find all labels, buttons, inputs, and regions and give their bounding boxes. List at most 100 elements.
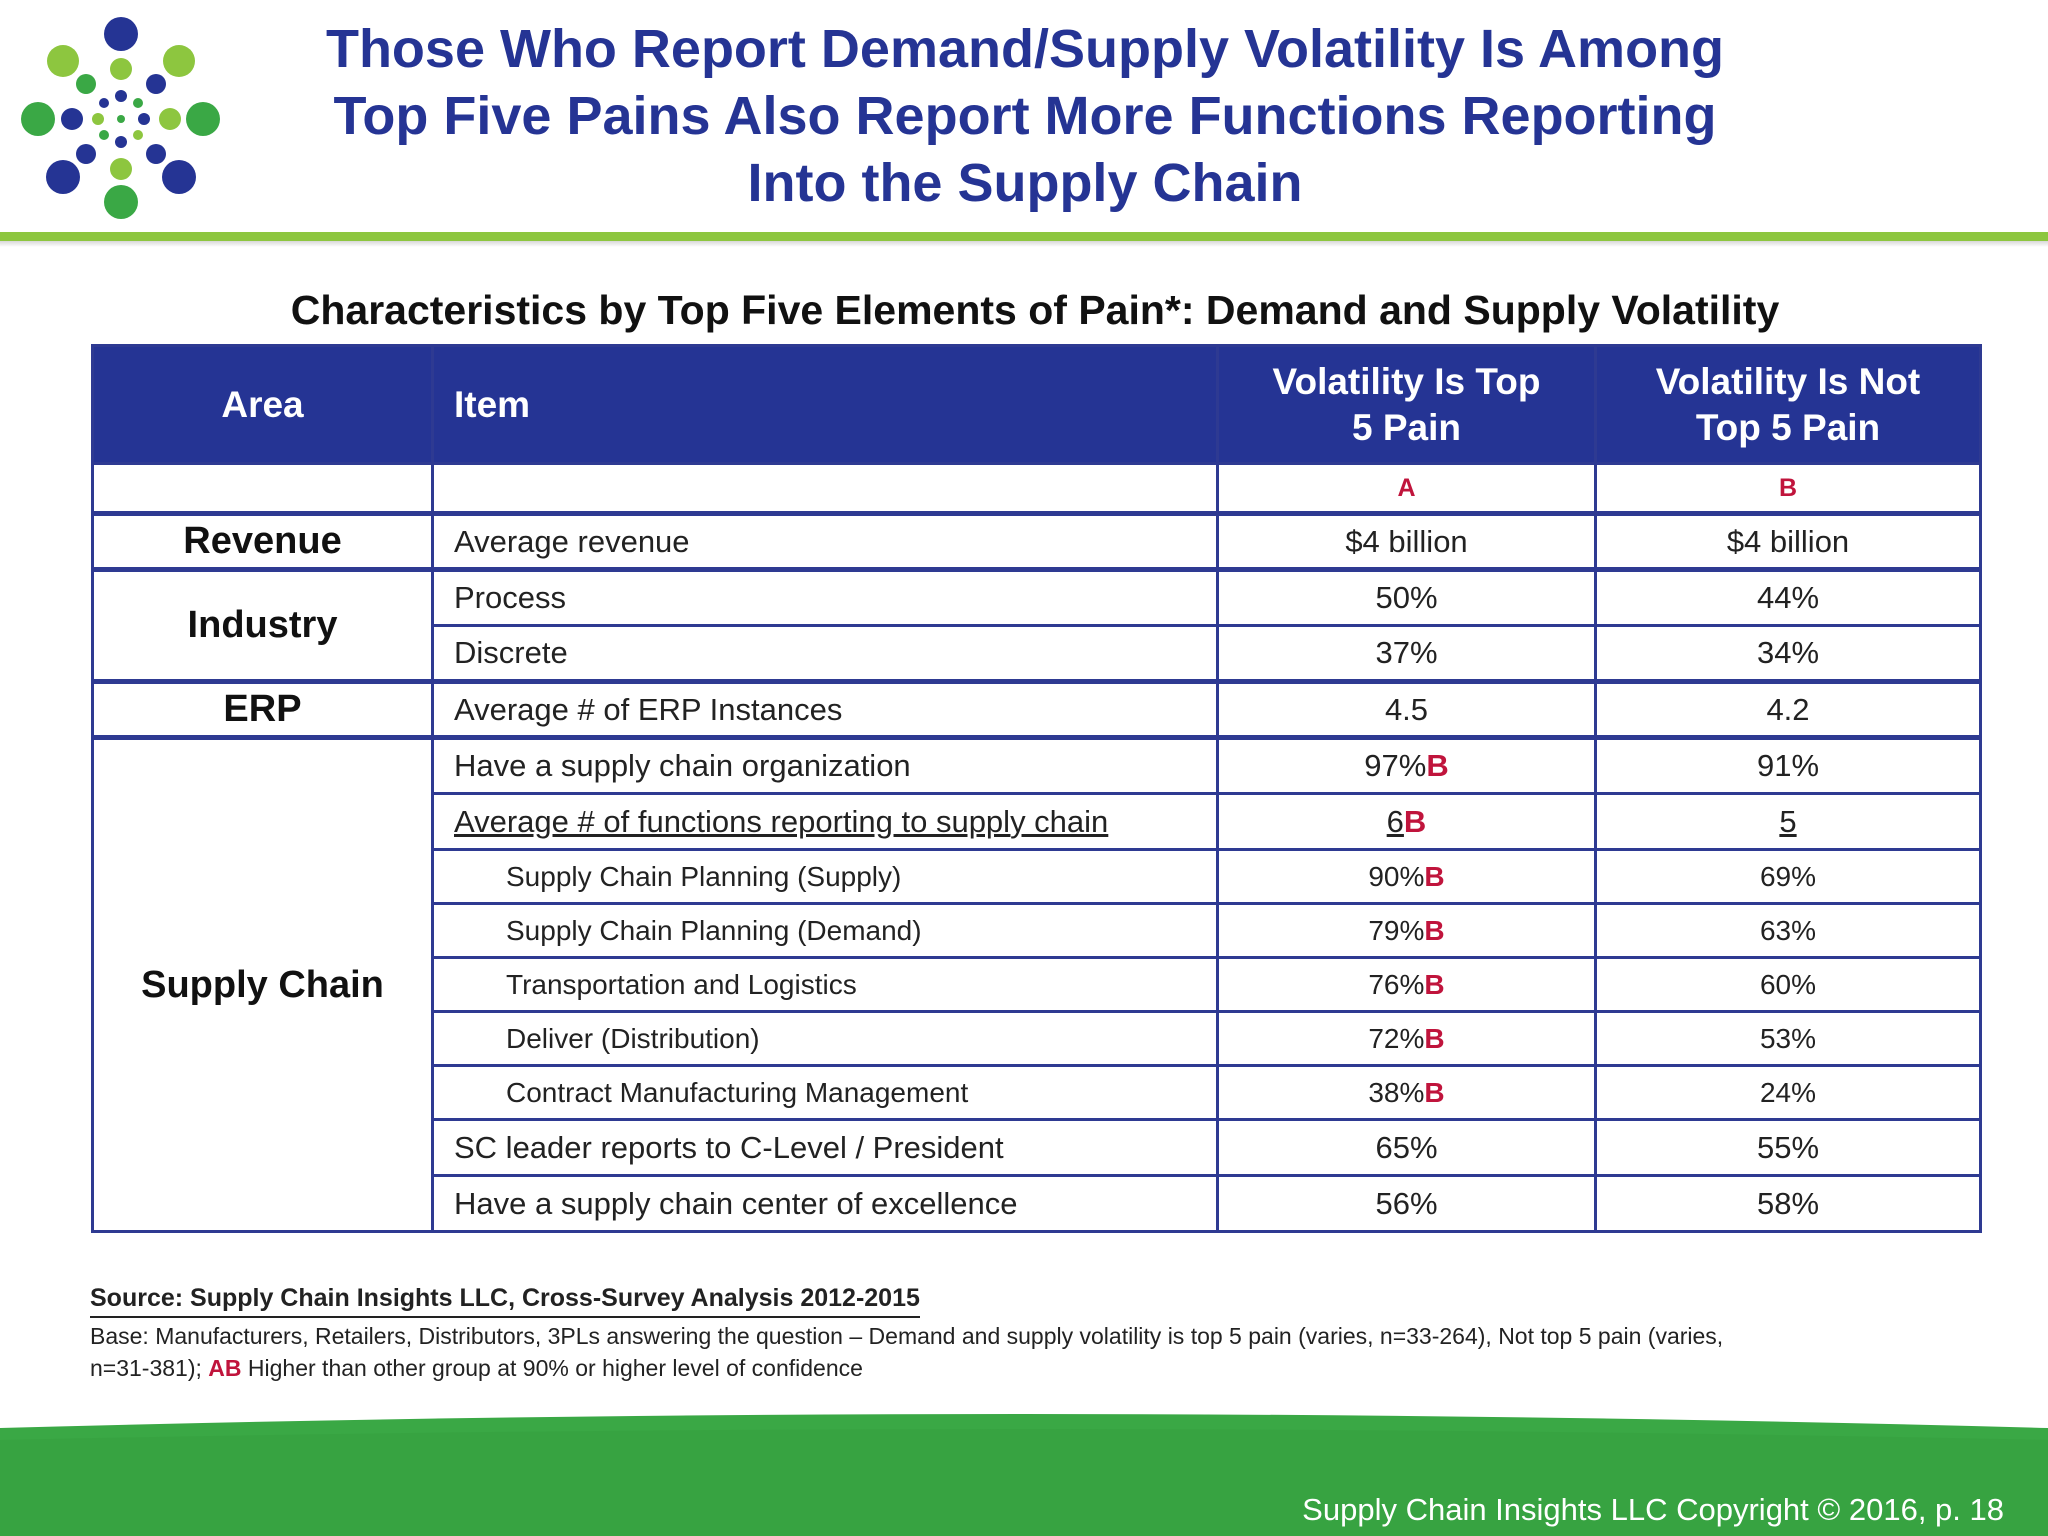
- significance-marker: B: [1424, 914, 1445, 946]
- slide-title-line: Into the Supply Chain: [747, 153, 1303, 213]
- header-item: Item: [431, 344, 1219, 465]
- value: 56%: [1375, 1185, 1438, 1221]
- copyright-footer: Supply Chain Insights LLC Copyright © 20…: [1302, 1492, 2004, 1527]
- column-letter-b: B: [1594, 462, 1982, 515]
- item-label: SC leader reports to C-Level / President: [454, 1129, 1004, 1165]
- title-divider: [0, 232, 2048, 241]
- significance-marker: B: [1424, 1076, 1445, 1108]
- item-label: Have a supply chain organization: [454, 748, 911, 783]
- value: $4 billion: [1726, 523, 1850, 559]
- value-not-top5-cell: 55%: [1594, 1118, 1982, 1177]
- base-note-line: n=31-381); AB Higher than other group at…: [90, 1352, 1990, 1384]
- value-not-top5-cell: 60%: [1594, 956, 1982, 1013]
- significance-marker: B: [1426, 748, 1449, 783]
- value: 60%: [1759, 968, 1817, 1000]
- value: 58%: [1756, 1185, 1820, 1221]
- item-cell: Average # of functions reporting to supp…: [431, 792, 1219, 851]
- area-cell: ERP: [91, 679, 434, 739]
- header-area: Area: [91, 344, 434, 465]
- value: 38%: [1368, 1076, 1425, 1108]
- empty-cell: [91, 462, 434, 515]
- item-cell: Deliver (Distribution): [431, 1010, 1219, 1067]
- item-label: Transportation and Logistics: [506, 968, 857, 1000]
- table-row: SC leader reports to C-Level / President…: [93, 1118, 1982, 1177]
- value-top5-cell: 6B: [1216, 792, 1597, 851]
- characteristics-table: Area Item Volatility Is Top 5 Pain Volat…: [91, 344, 1982, 1233]
- value-top5-cell: 56%: [1216, 1174, 1597, 1233]
- item-cell: Average # of ERP Instances: [431, 679, 1219, 739]
- item-cell: Discrete: [431, 624, 1219, 683]
- value-not-top5-cell: 4.2: [1594, 679, 1982, 739]
- table-row: Supply Chain Planning (Supply) 90%B 69%: [93, 848, 1982, 905]
- value: 4.2: [1766, 691, 1810, 727]
- column-letter-a: A: [1216, 462, 1597, 515]
- header-volatility-top5-label: Volatility Is Top 5 Pain: [1272, 360, 1541, 448]
- item-label: Discrete: [454, 635, 568, 670]
- table-row: Contract Manufacturing Management 38%B 24%: [93, 1064, 1982, 1121]
- value: 5: [1779, 803, 1797, 839]
- value-not-top5-cell: 58%: [1594, 1174, 1982, 1233]
- value: $4 billion: [1345, 523, 1468, 559]
- area-cell: Industry: [91, 567, 434, 683]
- header-volatility-top5: Volatility Is Top 5 Pain: [1216, 344, 1597, 465]
- item-label: Process: [454, 580, 566, 615]
- significance-marker: B: [1424, 860, 1445, 892]
- significance-marker-legend: AB: [208, 1355, 242, 1381]
- table-title: Characteristics by Top Five Elements of …: [290, 287, 1780, 333]
- empty-cell: [431, 462, 1219, 515]
- item-label: Deliver (Distribution): [506, 1022, 760, 1054]
- value: 6: [1386, 803, 1404, 839]
- item-label: Supply Chain Planning (Demand): [506, 914, 922, 946]
- value: 90%: [1368, 860, 1425, 892]
- area-cell: Supply Chain: [91, 735, 434, 1233]
- footer-band: [0, 1414, 2048, 1536]
- table-row: ERP Average # of ERP Instances 4.5 4.2: [91, 679, 1982, 739]
- base-note: Base: Manufacturers, Retailers, Distribu…: [90, 1320, 1990, 1384]
- value-top5-cell: 4.5: [1216, 679, 1597, 739]
- value-top5-cell: 72%B: [1216, 1010, 1597, 1067]
- area-cell: Revenue: [91, 511, 434, 571]
- table-row: Supply Chain Have a supply chain organiza…: [91, 735, 1982, 1233]
- table-row: Deliver (Distribution) 72%B 53%: [93, 1010, 1982, 1067]
- item-cell: Supply Chain Planning (Demand): [431, 902, 1219, 959]
- item-cell: Have a supply chain organization: [431, 735, 1219, 795]
- table-header-row: Area Item Volatility Is Top 5 Pain Volat…: [91, 344, 1982, 465]
- source-note: Source: Supply Chain Insights LLC, Cross…: [90, 1282, 920, 1318]
- significance-marker: B: [1424, 1022, 1445, 1054]
- value: 55%: [1756, 1129, 1820, 1165]
- column-letter-row: A B: [91, 462, 1982, 515]
- item-label: Average # of functions reporting to supp…: [454, 803, 1109, 839]
- value: 34%: [1756, 635, 1820, 670]
- value-top5-cell: 90%B: [1216, 848, 1597, 905]
- value: 53%: [1759, 1022, 1817, 1054]
- item-cell: SC leader reports to C-Level / President: [431, 1118, 1219, 1177]
- slide-title-line: Top Five Pains Also Report More Function…: [333, 86, 1717, 146]
- value-not-top5-cell: 5: [1594, 792, 1982, 851]
- item-cell: Average revenue: [431, 511, 1219, 571]
- value-not-top5-cell: $4 billion: [1594, 511, 1982, 571]
- value-not-top5-cell: 34%: [1594, 624, 1982, 683]
- header-volatility-not-top5: Volatility Is Not Top 5 Pain: [1594, 344, 1982, 465]
- value: 4.5: [1384, 691, 1429, 727]
- title-divider-shadow: [0, 241, 2048, 247]
- value-top5-cell: 79%B: [1216, 902, 1597, 959]
- value-top5-cell: 65%: [1216, 1118, 1597, 1177]
- dot-burst-logo-icon: [21, 17, 220, 219]
- value: 37%: [1375, 635, 1438, 670]
- value: 79%: [1368, 914, 1425, 946]
- value: 76%: [1368, 968, 1425, 1000]
- slide-title-line: Those Who Report Demand/Supply Volatilit…: [325, 19, 1725, 79]
- value-top5-cell: 97%B: [1216, 735, 1597, 795]
- value: 91%: [1756, 748, 1820, 783]
- table-row: Transportation and Logistics 76%B 60%: [93, 956, 1982, 1013]
- base-note-sample: n=31-381);: [90, 1355, 202, 1381]
- value-not-top5-cell: 63%: [1594, 902, 1982, 959]
- value-not-top5-cell: 24%: [1594, 1064, 1982, 1121]
- footnote: Source: Supply Chain Insights LLC, Cross…: [90, 1282, 1990, 1384]
- header-volatility-not-top5-label: Volatility Is Not Top 5 Pain: [1655, 360, 1921, 448]
- value: 69%: [1759, 860, 1817, 892]
- value: 24%: [1759, 1076, 1817, 1108]
- item-cell: Transportation and Logistics: [431, 956, 1219, 1013]
- item-cell: Contract Manufacturing Management: [431, 1064, 1219, 1121]
- value: 65%: [1375, 1129, 1438, 1165]
